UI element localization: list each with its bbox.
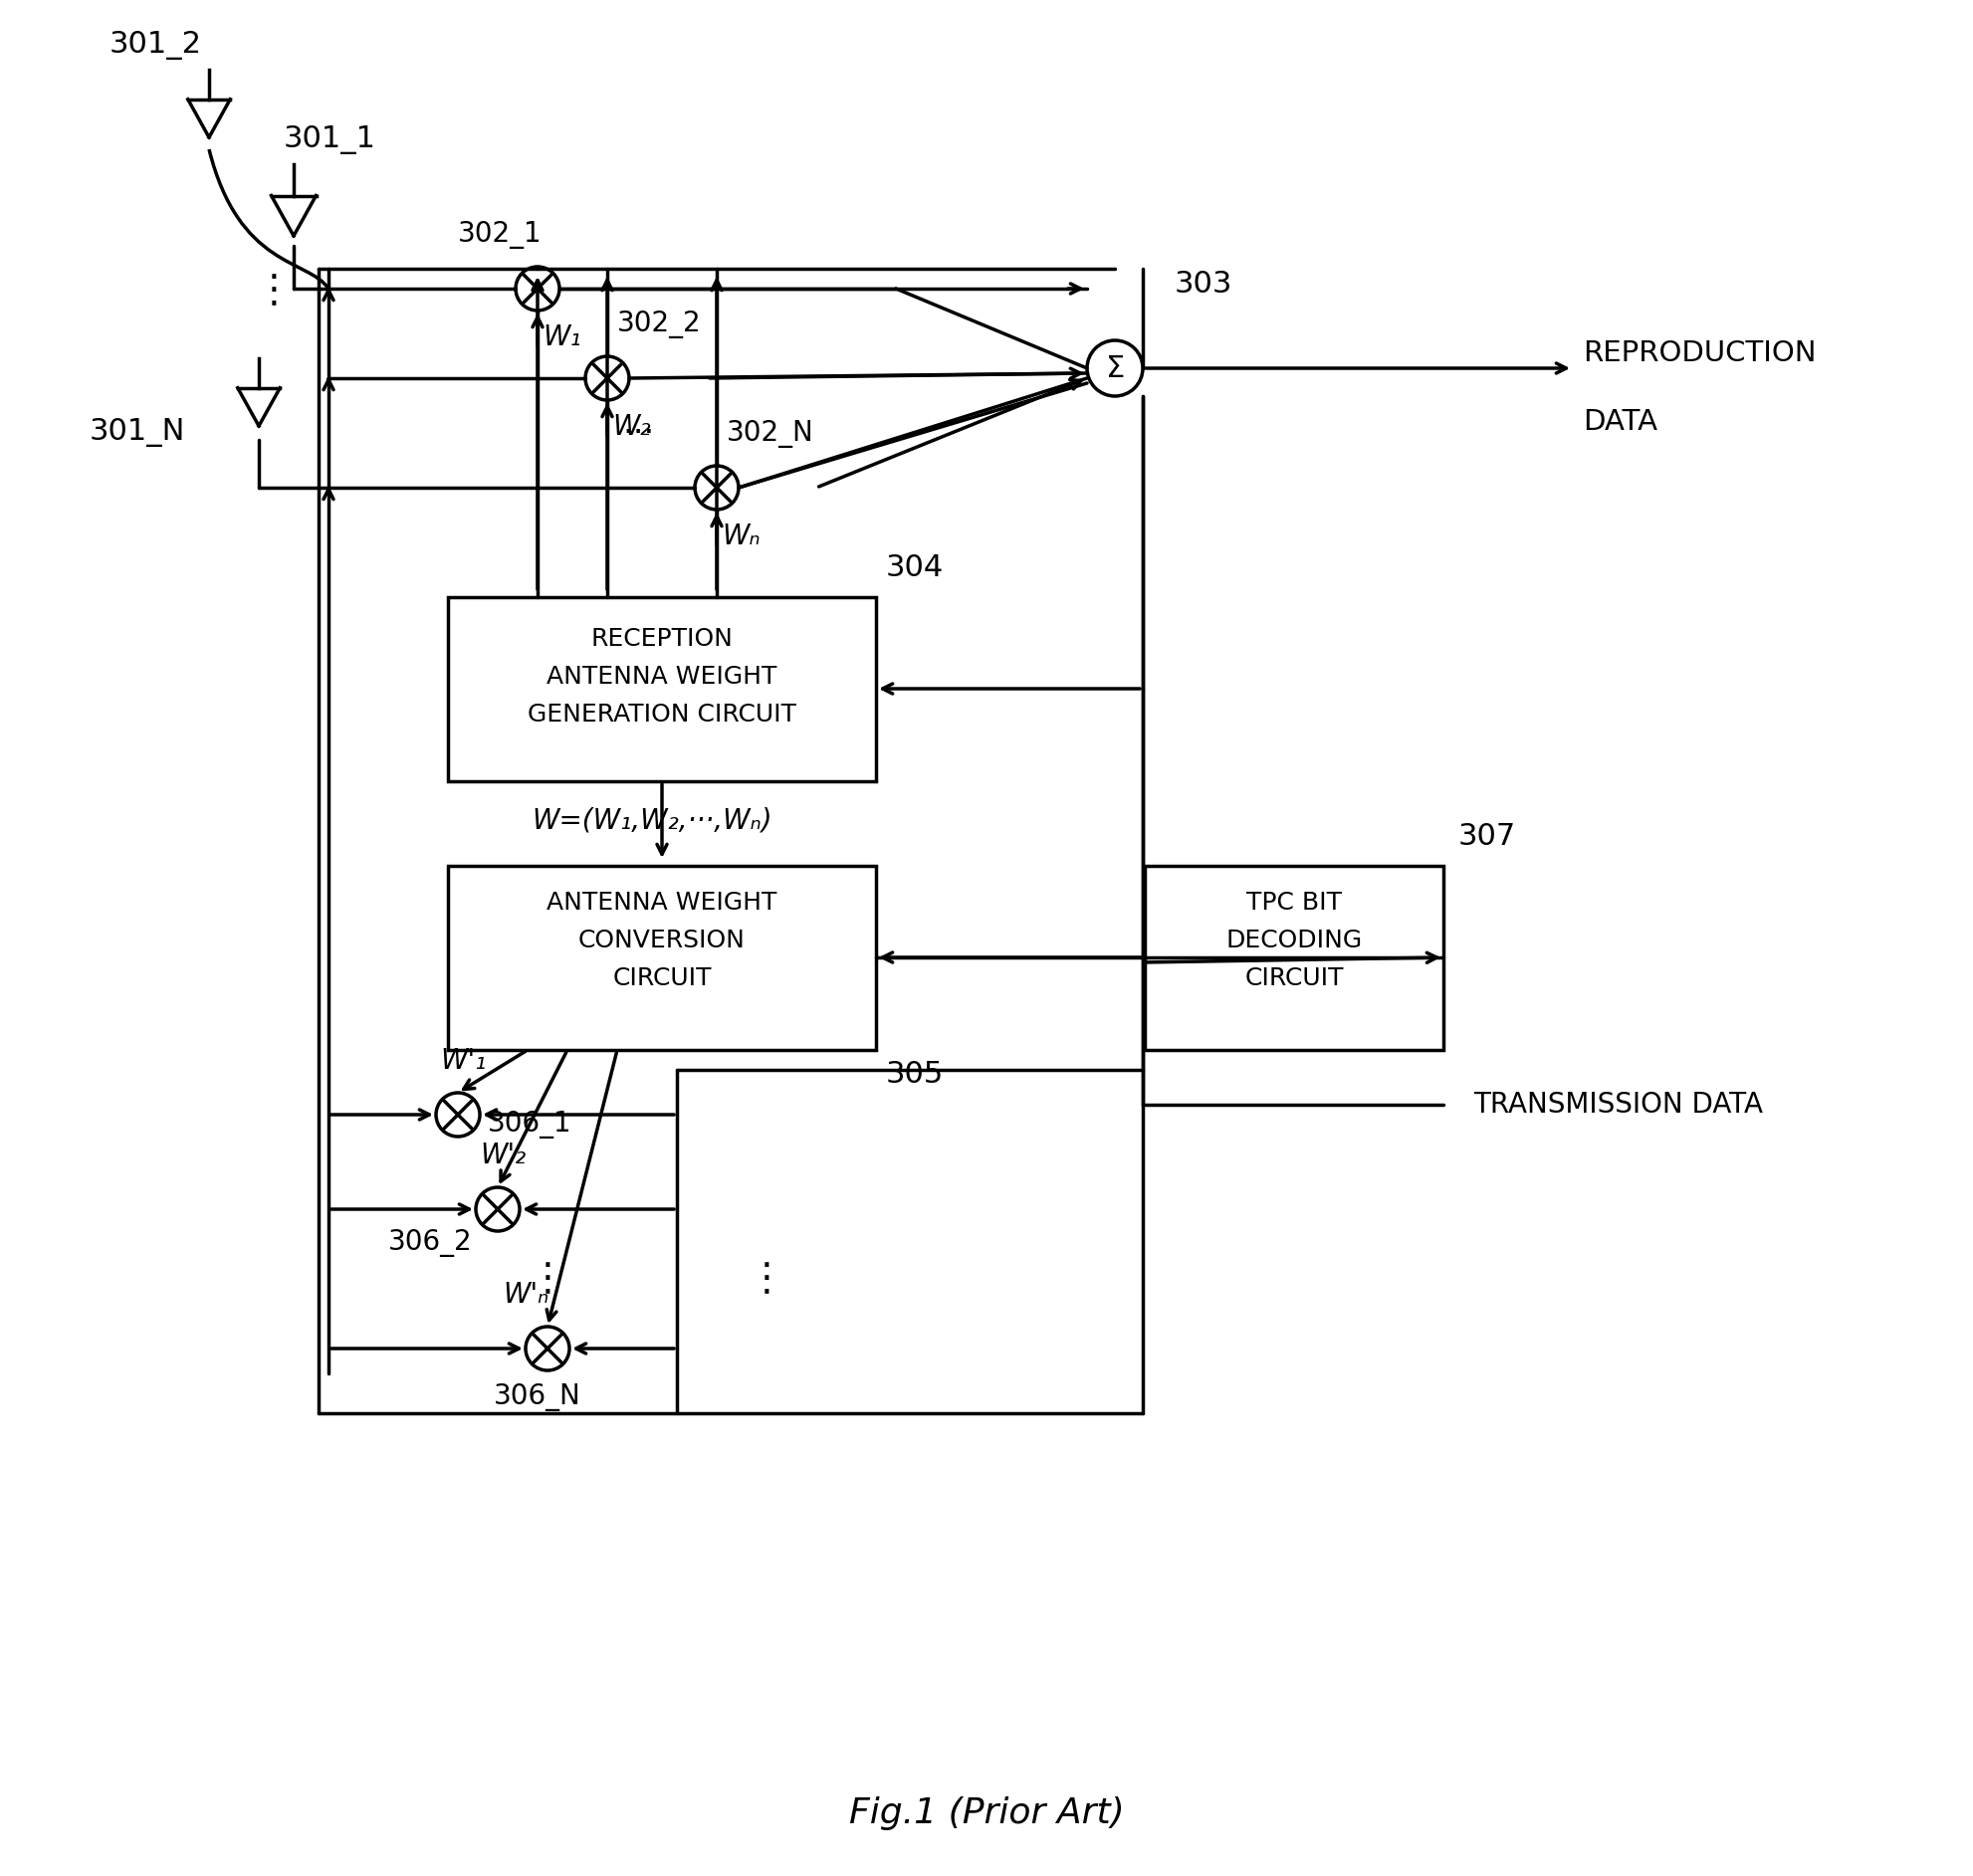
Text: 301_2: 301_2 bbox=[109, 30, 201, 60]
Text: Wₙ: Wₙ bbox=[722, 523, 760, 550]
Text: 301_1: 301_1 bbox=[284, 126, 377, 154]
Text: 307: 307 bbox=[1458, 822, 1517, 852]
Text: ANTENNA WEIGHT: ANTENNA WEIGHT bbox=[547, 664, 777, 688]
Text: Fig.1 (Prior Art): Fig.1 (Prior Art) bbox=[848, 1797, 1125, 1831]
Text: 301_N: 301_N bbox=[89, 418, 185, 446]
Text: 302_N: 302_N bbox=[726, 420, 815, 448]
Bar bbox=[448, 597, 876, 780]
Text: ANTENNA WEIGHT: ANTENNA WEIGHT bbox=[547, 891, 777, 915]
Text: W'₁: W'₁ bbox=[440, 1047, 485, 1075]
Text: 306_2: 306_2 bbox=[389, 1229, 472, 1257]
Text: 303: 303 bbox=[1174, 270, 1233, 298]
Text: 306_N: 306_N bbox=[493, 1383, 582, 1411]
Text: DECODING: DECODING bbox=[1225, 929, 1361, 953]
Text: 302_1: 302_1 bbox=[458, 221, 543, 250]
Text: W'₂: W'₂ bbox=[479, 1141, 527, 1169]
Text: DATA: DATA bbox=[1582, 409, 1657, 435]
Text: CONVERSION: CONVERSION bbox=[578, 929, 746, 953]
Text: ⋮: ⋮ bbox=[529, 1261, 566, 1298]
Text: W=(W₁,W₂,···,Wₙ): W=(W₁,W₂,···,Wₙ) bbox=[533, 807, 771, 835]
Text: GENERATION CIRCUIT: GENERATION CIRCUIT bbox=[527, 704, 797, 726]
Bar bbox=[448, 867, 876, 1051]
Text: W₁: W₁ bbox=[543, 323, 580, 351]
Text: REPRODUCTION: REPRODUCTION bbox=[1582, 340, 1817, 368]
Text: W₂: W₂ bbox=[612, 413, 651, 441]
Text: 304: 304 bbox=[886, 553, 943, 582]
Text: CIRCUIT: CIRCUIT bbox=[1245, 966, 1344, 991]
Text: $\Sigma$: $\Sigma$ bbox=[1105, 355, 1125, 383]
Text: CIRCUIT: CIRCUIT bbox=[612, 966, 712, 991]
Text: TPC BIT: TPC BIT bbox=[1247, 891, 1342, 915]
Text: ⋮: ⋮ bbox=[748, 1261, 785, 1298]
Text: ···: ··· bbox=[621, 416, 655, 450]
Text: RECEPTION: RECEPTION bbox=[590, 627, 734, 651]
Bar bbox=[1144, 867, 1444, 1051]
Text: TRANSMISSION DATA: TRANSMISSION DATA bbox=[1474, 1090, 1764, 1118]
Text: 302_2: 302_2 bbox=[618, 311, 702, 338]
Text: ⋮: ⋮ bbox=[255, 272, 294, 310]
Text: 305: 305 bbox=[886, 1060, 943, 1088]
Text: W'ₙ: W'ₙ bbox=[503, 1281, 548, 1309]
Text: 306_1: 306_1 bbox=[487, 1111, 572, 1139]
